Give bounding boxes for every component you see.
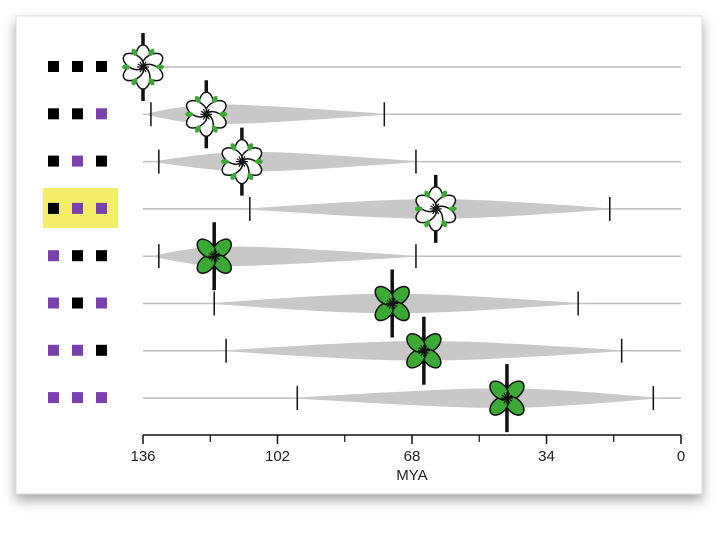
state-square <box>96 61 107 72</box>
sepal <box>220 159 229 165</box>
sepal <box>156 64 164 70</box>
sepal <box>247 172 254 181</box>
stamen <box>200 110 212 118</box>
x-tick-label: 136 <box>130 448 155 465</box>
stamen <box>137 63 149 71</box>
x-tick-label: 68 <box>404 448 421 465</box>
sepal <box>424 219 431 228</box>
sepal <box>194 95 201 104</box>
state-square <box>96 297 107 309</box>
sepal <box>131 48 138 56</box>
sepal <box>211 125 218 133</box>
sepal <box>448 206 457 212</box>
state-square <box>48 392 59 404</box>
sepal <box>230 172 237 181</box>
sepal <box>414 206 423 212</box>
flower <box>220 127 263 196</box>
stamen <box>501 394 513 402</box>
sepal <box>441 219 448 228</box>
sepal <box>122 64 130 70</box>
state-square <box>72 61 83 72</box>
flower <box>122 33 164 101</box>
state-square <box>96 392 107 404</box>
sepal <box>254 159 263 165</box>
state-square <box>72 108 83 120</box>
state-square <box>72 250 83 262</box>
state-square <box>72 297 83 309</box>
state-square <box>96 202 107 214</box>
state-square <box>48 202 59 214</box>
state-square <box>48 155 59 167</box>
sepal <box>230 143 237 151</box>
sepal <box>131 78 138 86</box>
sepal <box>211 95 218 104</box>
flower <box>414 174 457 243</box>
sepal <box>194 125 201 133</box>
stamen <box>430 205 442 213</box>
x-tick-label: 34 <box>538 448 555 465</box>
stamen <box>236 158 248 166</box>
state-square <box>48 108 59 120</box>
sepal <box>219 111 228 117</box>
stamen <box>386 299 398 308</box>
sepal <box>441 190 448 198</box>
stamen <box>418 347 430 355</box>
state-square <box>96 344 107 356</box>
flower <box>489 364 525 433</box>
violin <box>150 151 424 172</box>
state-square <box>48 297 59 309</box>
flower <box>374 269 410 338</box>
state-square <box>72 344 83 356</box>
stamen <box>208 252 220 260</box>
sepal <box>148 78 155 86</box>
x-tick-label: 0 <box>677 448 685 465</box>
sepal <box>247 143 254 151</box>
flower <box>196 222 232 291</box>
x-tick-label: 102 <box>265 448 290 465</box>
state-square <box>72 155 83 167</box>
state-square <box>72 392 83 404</box>
state-square <box>96 108 107 120</box>
flower <box>185 80 228 149</box>
x-axis-label: MYA <box>396 467 427 484</box>
flower <box>406 316 442 385</box>
violin <box>289 388 662 408</box>
state-square <box>96 155 107 167</box>
sepal <box>185 111 194 117</box>
state-square <box>72 202 83 214</box>
sepal <box>148 48 155 56</box>
sepal <box>424 190 431 198</box>
state-square <box>48 61 59 72</box>
state-square <box>96 250 107 262</box>
state-square <box>48 344 59 356</box>
state-square <box>48 250 59 262</box>
